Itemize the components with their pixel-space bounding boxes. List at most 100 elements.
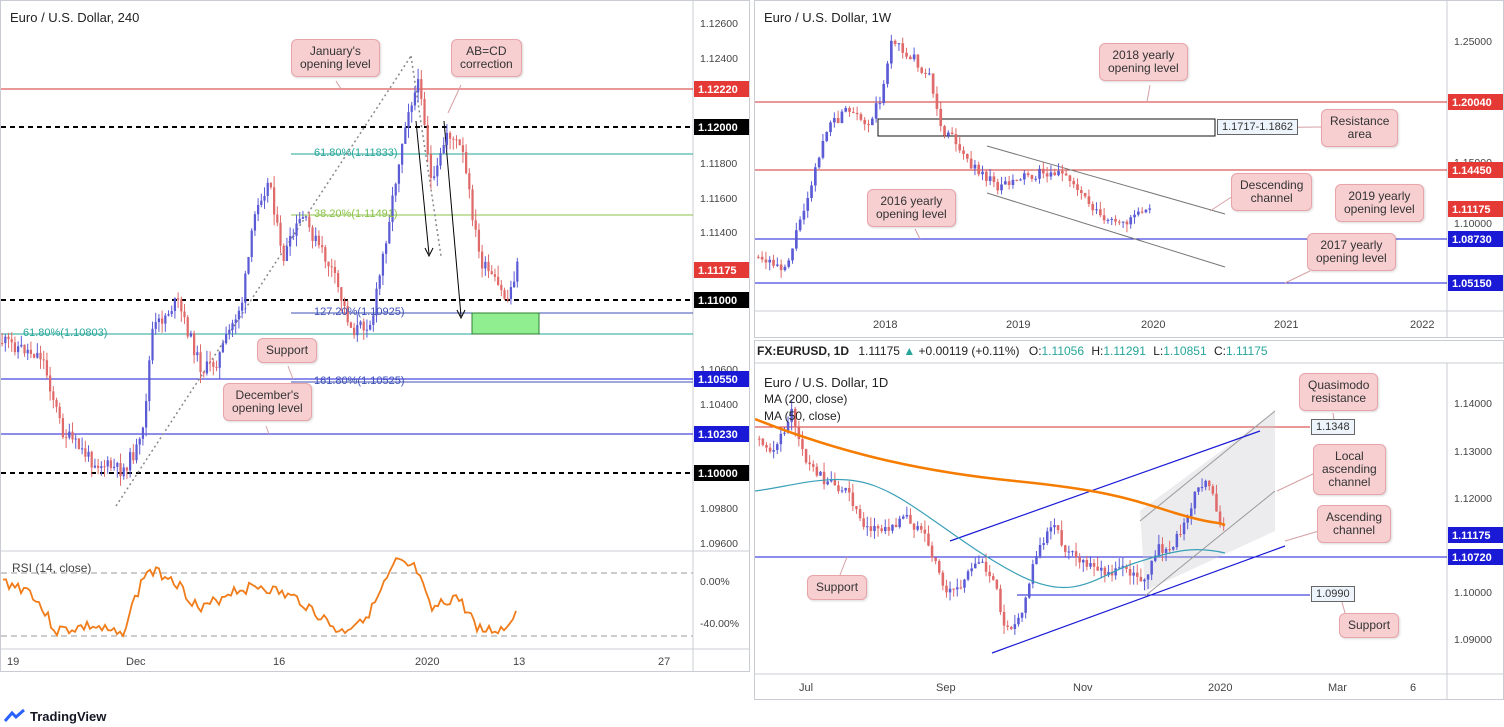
h4-chart-canvas[interactable]: 1.126001.124001.118001.116001.114001.106…	[1, 1, 750, 672]
daily-chart-panel[interactable]: 1.14000 1.13000 1.12000 1.10000 1.09000 1.111…	[754, 340, 1504, 700]
bubble-quasimodo: Quasimodo resistance	[1299, 373, 1379, 411]
h4-candle	[340, 287, 343, 301]
d-candle	[786, 421, 790, 433]
h4-price-badge: 1.10230	[698, 429, 738, 441]
d-candle	[844, 487, 847, 491]
d-candle	[1121, 565, 1125, 568]
d-candle	[862, 518, 865, 527]
weekly-chart-panel[interactable]: 1.250001.150001.100001.200401.144501.111…	[754, 0, 1504, 338]
h4-candle	[180, 299, 183, 312]
h4-candle	[215, 366, 218, 368]
d-y-tick: 1.13000	[1454, 446, 1492, 458]
d-candle	[880, 528, 883, 532]
h4-x-tick: 16	[273, 656, 285, 668]
symbol-label: FX:EURUSD, 1D	[757, 344, 850, 358]
h4-candle	[481, 251, 484, 269]
w-price-badge: 1.11175	[1452, 204, 1491, 216]
d-y-tick: 1.10000	[1454, 587, 1492, 599]
h4-x-tick: 27	[658, 656, 670, 668]
w-candle	[1038, 168, 1041, 179]
h4-candle	[314, 235, 317, 242]
h4-y-tick: 1.10400	[700, 399, 738, 411]
w-candle	[920, 67, 924, 73]
h4-candle	[436, 165, 439, 177]
h4-candle	[151, 328, 154, 361]
w-candle	[1000, 184, 1003, 191]
d-candle	[1132, 572, 1135, 576]
fib-61-8b-label: 61.80%(1.10803)	[23, 327, 108, 339]
d-candle	[815, 466, 819, 476]
h4-candle	[500, 284, 503, 291]
h4-candle	[385, 243, 388, 254]
w-candle	[935, 93, 939, 109]
d-candle	[884, 527, 887, 532]
h4-candle	[324, 247, 327, 262]
w-candle	[802, 210, 806, 220]
h4-candle	[298, 218, 301, 224]
h4-y-tick: 1.11600	[700, 193, 737, 205]
w-candle	[776, 264, 779, 266]
h4-candle	[378, 275, 381, 289]
d-candle	[1197, 487, 1200, 492]
h4-candle	[413, 92, 417, 106]
rsi-tick-0: 0.00%	[700, 576, 730, 588]
h4-candle	[442, 144, 445, 154]
d-candle	[974, 563, 977, 569]
d-candle	[840, 490, 844, 492]
h4-chart-panel[interactable]: 1.12600 1.12400 1.11800 1.11600 1.11400 1.106…	[0, 0, 750, 672]
d-price-badge-bg	[1448, 527, 1503, 543]
h4-candle	[404, 127, 407, 144]
local-channel-fill	[1140, 411, 1275, 591]
h4-candle	[317, 235, 321, 246]
w-candle	[905, 52, 908, 57]
h4-candle	[321, 245, 324, 248]
h4-candle	[234, 319, 237, 324]
w-candle	[798, 219, 802, 231]
close-value: 1.11175	[1225, 344, 1268, 358]
d-candle	[1190, 508, 1193, 517]
h4-candle	[1, 343, 4, 345]
w-candle	[760, 256, 764, 260]
h4-candle	[503, 290, 506, 299]
w-candle	[1095, 209, 1098, 211]
h4-price-badge: 1.12220	[698, 84, 738, 96]
daily-chart-canvas[interactable]: 1.14000 1.13000 1.12000 1.10000 1.09000 1.111…	[755, 341, 1504, 700]
h4-candle	[202, 372, 205, 374]
h4-candle	[426, 124, 429, 154]
h4-candle	[116, 462, 119, 467]
w-candle	[988, 176, 992, 181]
w-candle	[1026, 173, 1030, 176]
h4-price-badge-bg	[694, 262, 749, 278]
h4-candle	[205, 361, 209, 374]
d-candle	[984, 561, 988, 572]
h4-candle	[29, 349, 33, 354]
fib-127-2-label: 127.20%(1.10925)	[314, 306, 405, 318]
h4-candle	[138, 438, 141, 445]
w-price-badge-bg	[1448, 94, 1503, 110]
d-candle	[1114, 568, 1117, 576]
bubble-support-left: Support	[807, 575, 868, 600]
h4-candle	[161, 318, 164, 324]
w-candle	[1121, 221, 1125, 223]
w-pointer-2016	[914, 228, 921, 240]
w-candle	[795, 230, 798, 249]
w-candle	[1114, 218, 1117, 222]
h4-candle	[346, 305, 349, 323]
d-candle	[772, 449, 775, 452]
w-candle	[890, 40, 893, 64]
w-candle	[1125, 221, 1129, 225]
w-y-tick: 1.10000	[1454, 218, 1492, 230]
w-candle	[814, 167, 817, 186]
d-candle	[794, 408, 797, 428]
weekly-chart-canvas[interactable]: 1.250001.150001.100001.200401.144501.111…	[755, 1, 1504, 338]
weekly-chart-title: Euro / U.S. Dollar, 1W	[764, 10, 892, 25]
d-candle	[1013, 624, 1017, 629]
d-candle	[1092, 563, 1096, 567]
d-candle	[1110, 571, 1114, 576]
d-candle	[858, 509, 862, 519]
close-label: C:	[1213, 344, 1226, 358]
h4-candle	[157, 318, 161, 323]
w-candle	[1133, 214, 1136, 218]
w-candle	[950, 132, 954, 135]
h4-candle	[237, 310, 241, 320]
